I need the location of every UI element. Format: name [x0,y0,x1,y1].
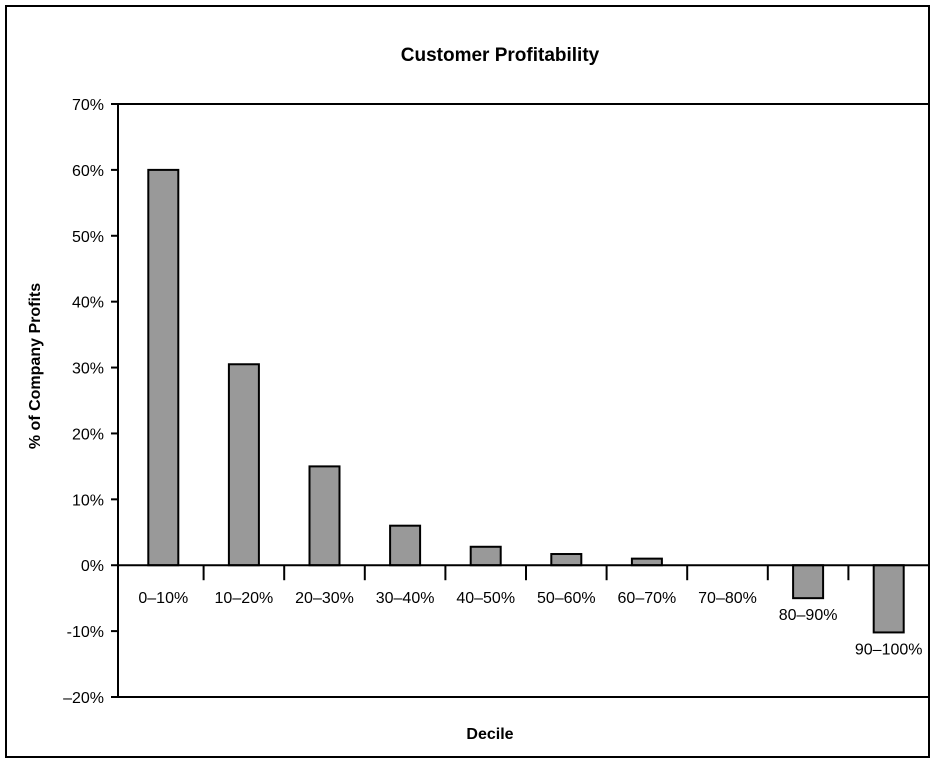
bar [227,363,260,567]
y-tick-label: -10% [67,624,104,641]
x-tick-label: 10–20% [215,590,274,607]
y-tick-label: 60% [72,163,104,180]
chart-title: Customer Profitability [401,45,600,66]
bar [469,545,502,567]
plot-area-border [117,103,930,698]
y-tick-label: 30% [72,361,104,378]
y-tick-label: 0% [81,558,104,575]
x-tick-label: 90–100% [855,641,923,658]
x-tick-label: 50–60% [537,590,596,607]
x-axis-title: Decile [466,726,513,743]
bar [147,168,180,567]
y-axis-title: % of Company Profits [27,283,44,449]
bar [872,564,905,634]
bar [389,524,422,567]
x-tick-label: 80–90% [779,607,838,624]
x-tick-label: 40–50% [456,590,515,607]
bars-group [147,168,905,634]
y-tick-label: –20% [63,690,104,707]
x-tick-label: 30–40% [376,590,435,607]
y-tick-label: 40% [72,295,104,312]
y-tick-label: 20% [72,426,104,443]
y-tick-label: 50% [72,229,104,246]
x-tick-label: 0–10% [138,590,188,607]
x-tick-label: 70–80% [698,590,757,607]
bar [792,564,825,600]
bar [550,553,583,567]
bar [308,465,341,567]
x-tick-label: 60–70% [618,590,677,607]
y-tick-label: 10% [72,492,104,509]
x-tick-label: 20–30% [295,590,354,607]
axes-group: 70% 60% 50% 40% 30% 20% 10% 0% -10% –20% 0–10% 10–2… [63,97,929,707]
y-tick-label: 70% [72,97,104,114]
